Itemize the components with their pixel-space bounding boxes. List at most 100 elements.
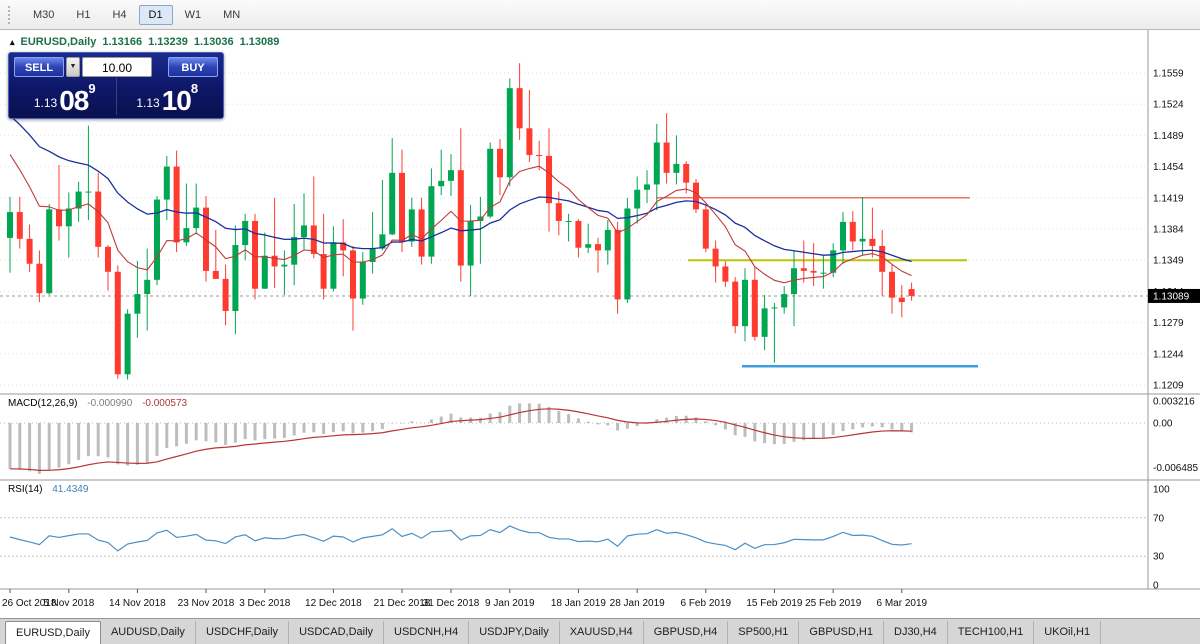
- chart-tab-usdcad-daily[interactable]: USDCAD,Daily: [289, 621, 385, 644]
- candle-body: [614, 229, 621, 300]
- candle-body: [173, 166, 180, 243]
- sell-price-display[interactable]: 1.13 08 9: [14, 78, 116, 115]
- date-label: 14 Nov 2018: [109, 598, 166, 609]
- price-tick-label: 1.1244: [1153, 349, 1184, 360]
- candle-body: [46, 209, 53, 294]
- timeframe-button-m30[interactable]: M30: [33, 8, 55, 21]
- candle-body: [163, 166, 170, 200]
- candle-body: [252, 220, 258, 289]
- sell-button[interactable]: SELL: [14, 57, 64, 77]
- chart-title: ▴ EURUSD,Daily 1.13166 1.13239 1.13036 1…: [10, 36, 279, 48]
- candle-body: [359, 261, 366, 299]
- candle-body: [428, 186, 435, 257]
- macd-main-value: -0.000990: [87, 398, 133, 409]
- date-label: 3 Dec 2018: [239, 598, 291, 609]
- candle-body: [379, 234, 386, 249]
- candle-body: [546, 155, 552, 204]
- chart-canvas[interactable]: 1.1559 1.1524 1.1489 1.1454 1.1419 1.1384 1.13…: [0, 30, 1200, 618]
- chart-tab-usdcnh-h4[interactable]: USDCNH,H4: [384, 621, 470, 644]
- trade-panel-prices: 1.13 08 9 1.13 10 8: [14, 78, 218, 115]
- sell-price-prefix: 1.13: [33, 96, 58, 110]
- sell-price-big-digits: 08: [59, 85, 89, 117]
- chart-symbol-label: EURUSD,Daily: [20, 36, 97, 48]
- date-label: 26 Oct 2018: [2, 598, 57, 609]
- candle-body: [75, 191, 82, 209]
- chart-tab-dj30-h4[interactable]: DJ30,H4: [884, 621, 948, 644]
- sell-price-pipette: 9: [88, 81, 96, 96]
- candle-body: [144, 279, 151, 295]
- timeframe-button-h1[interactable]: H1: [76, 8, 91, 21]
- candle-body: [271, 255, 278, 267]
- candle-body: [898, 297, 905, 303]
- candle-body: [604, 229, 611, 251]
- date-label: 31 Dec 2018: [423, 598, 480, 609]
- timeframe-toolbar: M30 H1 H4 D1 W1 MN: [23, 4, 250, 25]
- chart-tab-tech100-h1[interactable]: TECH100,H1: [947, 621, 1035, 644]
- macd-signal-line: [9, 408, 912, 471]
- date-label: 6 Mar 2019: [877, 598, 928, 609]
- rsi-header: RSI(14) 41.4349: [8, 484, 88, 495]
- candle-body: [820, 272, 827, 274]
- candle-body: [840, 221, 846, 251]
- candle-body: [663, 142, 670, 173]
- chart-tab-sp500-h1[interactable]: SP500,H1: [728, 621, 800, 644]
- toolbar-grip-icon: [8, 5, 15, 24]
- candle-body: [595, 244, 601, 251]
- candle-body: [16, 212, 23, 239]
- chart-tab-ukoil-h1[interactable]: UKOil,H1: [1034, 621, 1102, 644]
- volume-dropdown-button[interactable]: ▼: [66, 57, 80, 77]
- candle-body: [800, 268, 807, 271]
- candle-body: [742, 279, 748, 327]
- chevron-down-icon: ▼: [69, 63, 77, 70]
- buy-price-display[interactable]: 1.13 10 8: [115, 78, 219, 115]
- candle-body: [399, 172, 405, 242]
- collapse-trade-panel-icon[interactable]: ▴: [10, 36, 15, 47]
- candle-body: [644, 184, 650, 190]
- rsi-tick-label: 100: [1153, 485, 1170, 496]
- ma-fast-line: [9, 154, 912, 284]
- candle-body: [85, 191, 92, 193]
- buy-button[interactable]: BUY: [168, 57, 218, 77]
- timeframe-button-d1[interactable]: D1: [138, 4, 173, 25]
- candle-body: [291, 237, 298, 265]
- candle-body: [330, 242, 337, 289]
- candle-body: [457, 170, 464, 266]
- macd-label: MACD(12,26,9): [8, 398, 78, 409]
- ohlc-open-value: 1.13166: [102, 36, 143, 48]
- chart-tab-usdjpy-daily[interactable]: USDJPY,Daily: [469, 621, 560, 644]
- date-label: 18 Jan 2019: [551, 598, 606, 609]
- candle-body: [791, 268, 797, 295]
- chart-tab-usdchf-daily[interactable]: USDCHF,Daily: [195, 621, 290, 644]
- chart-tab-gbpusd-h1[interactable]: GBPUSD,H1: [799, 621, 884, 644]
- rsi-line: [9, 525, 912, 552]
- date-label: 25 Feb 2019: [805, 598, 862, 609]
- buy-price-prefix: 1.13: [136, 96, 160, 110]
- price-tick-label: 1.1454: [1153, 162, 1184, 173]
- timeframe-button-w1[interactable]: W1: [184, 8, 202, 21]
- candle-body: [193, 207, 200, 229]
- chart-tab-audusd-daily[interactable]: AUDUSD,Daily: [100, 621, 196, 644]
- candle-body: [722, 266, 729, 282]
- candle-body: [624, 208, 631, 300]
- candle-body: [879, 245, 886, 272]
- chart-tab-xauusd-h4[interactable]: XAUUSD,H4: [559, 621, 644, 644]
- candle-body: [95, 191, 102, 247]
- candle-body: [702, 209, 709, 249]
- candle-body: [859, 238, 866, 242]
- macd-tick-label: 0.00: [1153, 419, 1173, 430]
- timeframe-button-mn[interactable]: MN: [223, 8, 241, 21]
- price-tick-label: 1.1419: [1153, 193, 1184, 204]
- chart-tab-gbpusd-h4[interactable]: GBPUSD,H4: [643, 621, 729, 644]
- macd-tick-label: 0.003216: [1153, 396, 1195, 407]
- candle-body: [810, 270, 817, 273]
- price-tick-label: 1.1349: [1153, 256, 1184, 267]
- candle-body: [683, 163, 690, 183]
- rsi-tick-label: 70: [1153, 513, 1165, 524]
- candle-body: [56, 209, 62, 227]
- candle-body: [575, 220, 582, 248]
- volume-input[interactable]: 10.00: [82, 57, 152, 77]
- timeframe-button-h4[interactable]: H4: [112, 8, 127, 21]
- chart-tab-eurusd-daily[interactable]: EURUSD,Daily: [5, 621, 101, 644]
- candle-body: [516, 88, 523, 129]
